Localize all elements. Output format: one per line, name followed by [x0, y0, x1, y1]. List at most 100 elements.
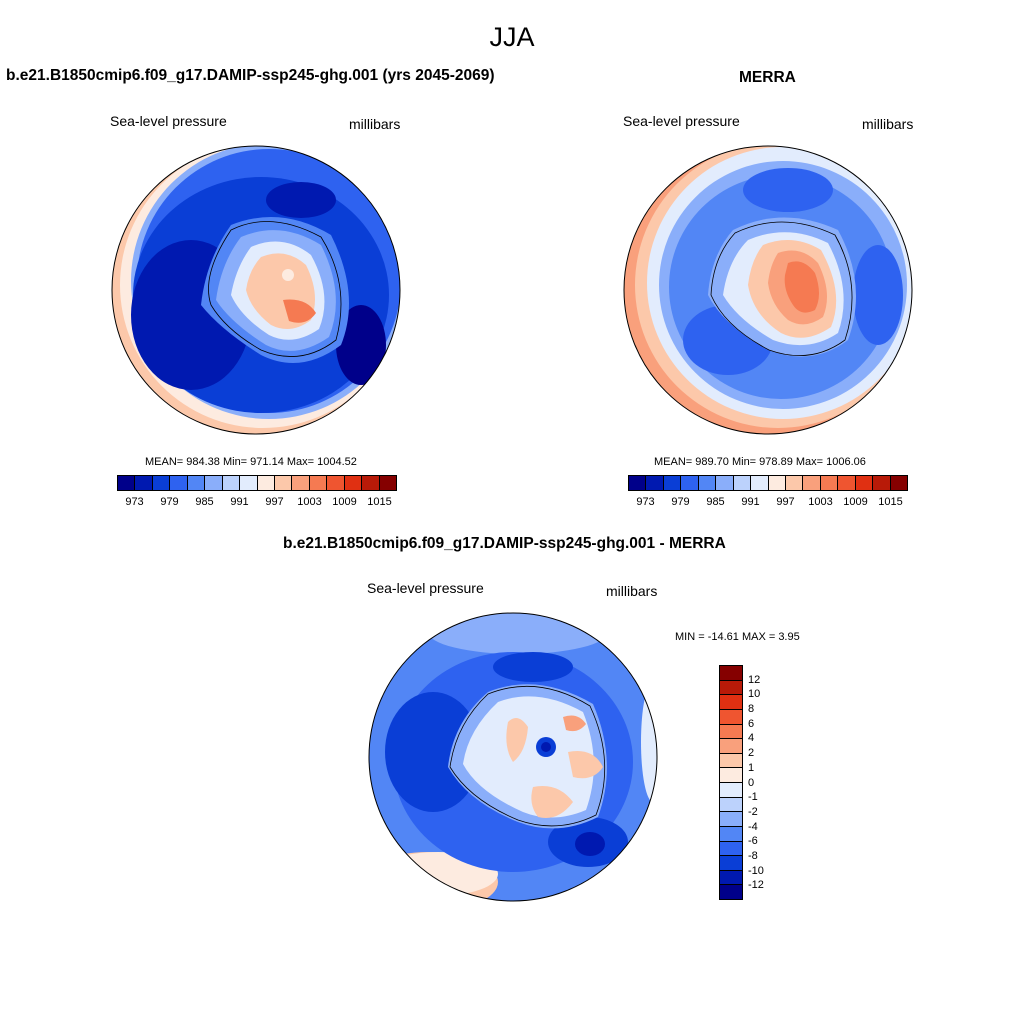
- diff-colorbar-tick-label: -12: [748, 879, 764, 892]
- obs-colorbar: [628, 475, 908, 491]
- model-colorbar-swatch: [379, 476, 396, 490]
- diff-units-label: millibars: [606, 583, 658, 599]
- obs-colorbar-tick-label: 979: [671, 496, 690, 508]
- model-colorbar-tick-label: 1009: [332, 496, 357, 508]
- model-colorbar-swatch: [187, 476, 206, 490]
- obs-colorbar-swatch: [768, 476, 786, 490]
- obs-colorbar-tick-label: 1003: [808, 496, 833, 508]
- model-colorbar-tick-label: 991: [230, 496, 249, 508]
- obs-colorbar-ticks: 973 979 985 991 997 1003 1009 1015: [628, 496, 908, 510]
- model-colorbar-tick-label: 979: [160, 496, 179, 508]
- diff-colorbar-swatch: [720, 666, 742, 681]
- model-units-label: millibars: [349, 116, 401, 132]
- model-colorbar: [117, 475, 397, 491]
- model-colorbar-swatch: [257, 476, 275, 490]
- diff-colorbar-swatch: [720, 870, 742, 886]
- diff-colorbar-swatch: [720, 680, 742, 696]
- model-colorbar-swatch: [240, 476, 258, 490]
- diff-colorbar-swatch: [720, 812, 742, 827]
- model-colorbar-swatch: [344, 476, 363, 490]
- diff-colorbar-ticks: 12 10 8 6 4 2 1 0 -1 -2 -4 -6 -8 -10 -12: [748, 665, 788, 900]
- model-colorbar-tick-label: 997: [265, 496, 284, 508]
- diff-colorbar-tick-label: 0: [748, 776, 755, 789]
- obs-colorbar-swatch: [838, 476, 856, 490]
- model-colorbar-swatch: [170, 476, 188, 490]
- diff-colorbar-tick-label: -4: [748, 820, 758, 833]
- obs-units-label: millibars: [862, 116, 914, 132]
- obs-colorbar-tick-label: 973: [636, 496, 655, 508]
- obs-colorbar-swatch: [698, 476, 717, 490]
- diff-colorbar: [719, 665, 743, 900]
- diff-colorbar-tick-label: -1: [748, 791, 758, 804]
- obs-panel-title: MERRA: [739, 69, 796, 86]
- obs-colorbar-swatch: [629, 476, 647, 490]
- figure-title: JJA: [489, 22, 535, 52]
- model-variable-label: Sea-level pressure: [110, 113, 227, 129]
- model-colorbar-swatch: [152, 476, 171, 490]
- obs-colorbar-swatch: [820, 476, 839, 490]
- diff-panel-title: b.e21.B1850cmip6.f09_g17.DAMIP-ssp245-gh…: [283, 535, 726, 552]
- diff-colorbar-swatch: [720, 841, 742, 857]
- model-colorbar-tick-label: 1003: [297, 496, 322, 508]
- obs-colorbar-swatch: [681, 476, 699, 490]
- diff-colorbar-swatch: [720, 724, 742, 740]
- diff-colorbar-tick-label: 1: [748, 761, 755, 774]
- diff-colorbar-swatch: [720, 768, 742, 783]
- diff-colorbar-tick-label: -8: [748, 849, 758, 862]
- obs-colorbar-tick-label: 997: [776, 496, 795, 508]
- obs-colorbar-swatch: [663, 476, 682, 490]
- obs-colorbar-swatch: [733, 476, 752, 490]
- obs-colorbar-swatch: [890, 476, 907, 490]
- diff-colorbar-tick-label: -10: [748, 864, 764, 877]
- diff-colorbar-swatch: [720, 753, 742, 769]
- diff-colorbar-tick-label: 12: [748, 673, 761, 686]
- obs-colorbar-tick-label: 1015: [878, 496, 903, 508]
- obs-colorbar-swatch: [803, 476, 821, 490]
- diff-colorbar-tick-label: -2: [748, 805, 758, 818]
- diff-colorbar-tick-label: 2: [748, 747, 755, 760]
- model-colorbar-swatch: [135, 476, 153, 490]
- diff-colorbar-swatch: [720, 783, 742, 798]
- diff-polar-map: [368, 612, 658, 902]
- diff-colorbar-swatch: [720, 709, 742, 725]
- model-polar-map: [111, 145, 401, 435]
- model-colorbar-swatch: [222, 476, 241, 490]
- model-colorbar-swatch: [327, 476, 345, 490]
- diff-colorbar-swatch: [720, 885, 742, 899]
- obs-colorbar-swatch: [873, 476, 891, 490]
- model-colorbar-swatch: [292, 476, 310, 490]
- diff-colorbar-tick-label: -6: [748, 835, 758, 848]
- diff-colorbar-swatch: [720, 826, 742, 842]
- diff-colorbar-swatch: [720, 856, 742, 871]
- model-colorbar-tick-label: 973: [125, 496, 144, 508]
- obs-colorbar-swatch: [785, 476, 804, 490]
- model-stats: MEAN= 984.38 Min= 971.14 Max= 1004.52: [145, 456, 357, 468]
- obs-colorbar-tick-label: 985: [706, 496, 725, 508]
- diff-colorbar-swatch: [720, 797, 742, 813]
- model-colorbar-swatch: [274, 476, 293, 490]
- model-panel-title: b.e21.B1850cmip6.f09_g17.DAMIP-ssp245-gh…: [6, 67, 495, 84]
- diff-colorbar-tick-label: 8: [748, 703, 755, 716]
- diff-stats: MIN = -14.61 MAX = 3.95: [675, 631, 800, 643]
- diff-colorbar-tick-label: 6: [748, 717, 755, 730]
- diff-colorbar-swatch: [720, 695, 742, 710]
- diff-colorbar-swatch: [720, 739, 742, 754]
- model-colorbar-swatch: [118, 476, 136, 490]
- model-colorbar-tick-label: 1015: [367, 496, 392, 508]
- obs-colorbar-tick-label: 991: [741, 496, 760, 508]
- obs-colorbar-swatch: [646, 476, 664, 490]
- obs-polar-map: [623, 145, 913, 435]
- model-colorbar-swatch: [362, 476, 380, 490]
- obs-colorbar-tick-label: 1009: [843, 496, 868, 508]
- model-colorbar-swatch: [205, 476, 223, 490]
- obs-colorbar-swatch: [716, 476, 734, 490]
- diff-colorbar-tick-label: 4: [748, 732, 755, 745]
- obs-stats: MEAN= 989.70 Min= 978.89 Max= 1006.06: [654, 456, 866, 468]
- model-colorbar-tick-label: 985: [195, 496, 214, 508]
- obs-colorbar-swatch: [855, 476, 874, 490]
- diff-colorbar-tick-label: 10: [748, 688, 761, 701]
- model-colorbar-swatch: [309, 476, 328, 490]
- model-colorbar-ticks: 973 979 985 991 997 1003 1009 1015: [117, 496, 397, 510]
- diff-variable-label: Sea-level pressure: [367, 580, 484, 596]
- obs-colorbar-swatch: [751, 476, 769, 490]
